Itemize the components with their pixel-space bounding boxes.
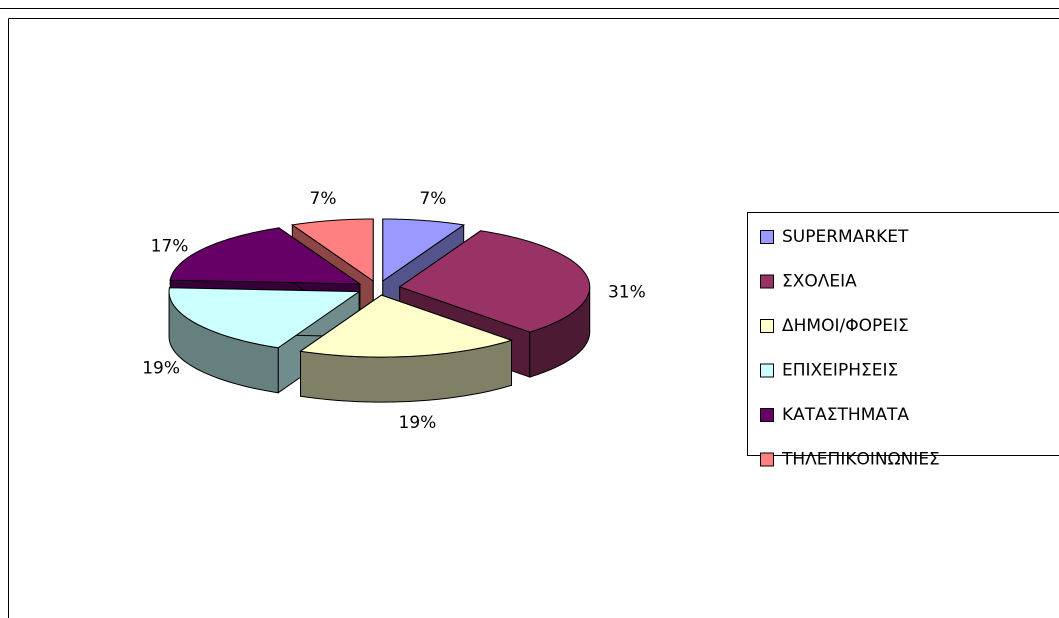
legend-label: ΚΑΤΑΣΤΗΜΑΤΑ xyxy=(782,405,909,425)
data-label: 19% xyxy=(399,413,437,433)
legend-label: ΔΗΜΟΙ/ΦΟΡΕΙΣ xyxy=(782,316,909,336)
legend-label: ΕΠΙΧΕΙΡΗΣΕΙΣ xyxy=(782,361,898,381)
slice xyxy=(169,227,362,285)
slice xyxy=(168,287,361,349)
legend-swatch xyxy=(760,452,774,467)
slice xyxy=(398,230,591,333)
data-label: 19% xyxy=(142,359,180,379)
slice xyxy=(299,294,514,358)
slice xyxy=(382,218,466,282)
legend-box xyxy=(747,212,1059,456)
legend-label: ΣΧΟΛΕΙΑ xyxy=(782,272,857,292)
legend-label: SUPERMARKET xyxy=(782,227,909,247)
legend-swatch xyxy=(760,319,774,333)
legend-swatch xyxy=(760,230,774,244)
legend-swatch xyxy=(760,408,774,422)
legend-swatch xyxy=(760,363,774,378)
legend-label: ΤΗΛΕΠΙΚΟΙΝΩΝΙΕΣ xyxy=(781,450,940,470)
slice xyxy=(290,218,374,282)
data-label: 7% xyxy=(419,189,446,209)
legend-swatch xyxy=(760,274,774,289)
data-label: 17% xyxy=(151,236,189,256)
data-label: 31% xyxy=(608,283,646,303)
data-label: 7% xyxy=(310,189,337,209)
